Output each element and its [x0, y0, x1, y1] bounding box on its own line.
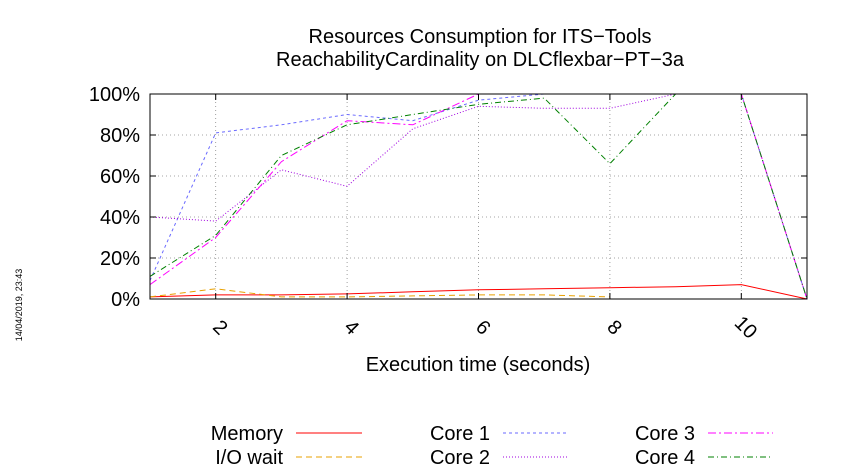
x-tick-label: 4: [340, 316, 363, 339]
series-line-memory: [149, 284, 808, 300]
y-ticks: 0% 20% 40% 60% 80% 100%: [89, 84, 807, 311]
series-line-core-2: [149, 93, 808, 300]
legend-label-core-2: Core 2: [430, 447, 490, 469]
timestamp: 14/04/2019, 23:43: [14, 269, 24, 342]
y-tick-label: 60%: [100, 166, 140, 188]
plot-frame: [149, 93, 808, 300]
x-tick-label: 6: [471, 316, 494, 339]
series-line-i-o-wait: [149, 288, 610, 298]
legend-label-i-o-wait: I/O wait: [215, 447, 283, 469]
series-lines: [149, 93, 808, 300]
y-tick-label: 100%: [89, 84, 140, 106]
y-tick-label: 20%: [100, 248, 140, 270]
legend-label-core-3: Core 3: [635, 423, 695, 445]
x-tick-label: 8: [602, 316, 625, 339]
series-line-core-1: [149, 93, 808, 300]
chart-title: Resources Consumption for ITS−Tools: [309, 26, 652, 48]
series-line-core-3: [149, 93, 808, 300]
x-ticks: 2 4 6 8 10: [208, 94, 761, 343]
y-tick-label: 80%: [100, 125, 140, 147]
x-tick-label: 2: [208, 316, 231, 339]
grid: [150, 94, 807, 299]
legend-label-memory: Memory: [211, 423, 283, 445]
legend-label-core-1: Core 1: [430, 423, 490, 445]
y-tick-label: 40%: [100, 207, 140, 229]
y-tick-label: 0%: [111, 289, 140, 311]
legend-label-core-4: Core 4: [635, 447, 695, 469]
x-tick-label: 10: [730, 312, 761, 343]
series-line-core-4: [149, 93, 808, 300]
x-axis-label: Execution time (seconds): [366, 354, 591, 376]
chart-subtitle: ReachabilityCardinality on DLCflexbar−PT…: [276, 49, 685, 71]
